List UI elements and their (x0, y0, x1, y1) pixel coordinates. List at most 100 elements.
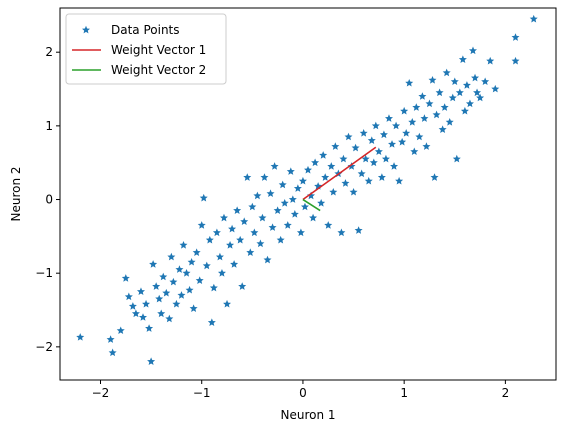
data-point (422, 142, 431, 150)
data-point (286, 167, 295, 175)
x-tick-label: 1 (400, 386, 408, 400)
data-point (177, 291, 186, 299)
data-point (384, 114, 393, 122)
data-point (152, 282, 161, 290)
data-point (298, 176, 307, 185)
data-point (307, 191, 316, 200)
x-tick-label: 2 (502, 386, 510, 400)
data-point (273, 206, 282, 214)
data-point (395, 176, 404, 185)
data-point (400, 106, 409, 115)
data-point (256, 239, 265, 248)
data-point (392, 121, 401, 130)
legend-box (65, 13, 227, 85)
data-point (418, 92, 427, 100)
data-point (108, 348, 117, 357)
data-point (374, 147, 383, 156)
data-point (408, 117, 417, 126)
data-point (309, 213, 318, 222)
data-point (481, 77, 490, 86)
data-point (223, 299, 232, 308)
data-point (139, 313, 147, 321)
y-tick-label: 0 (45, 193, 53, 207)
data-point (486, 56, 495, 65)
data-point (260, 173, 269, 181)
data-point (149, 260, 158, 268)
y-axis-label: Neuron 2 (9, 166, 23, 221)
y-tick-label: 1 (45, 119, 53, 133)
data-point (219, 213, 228, 222)
data-point (189, 304, 198, 312)
data-point (415, 132, 424, 141)
x-axis-label: Neuron 1 (280, 408, 335, 422)
weight-vector-1-line (302, 146, 377, 201)
data-point (246, 248, 255, 256)
data-point (290, 210, 299, 218)
data-point (337, 228, 346, 237)
plot-area (76, 14, 538, 365)
data-point (452, 154, 461, 163)
data-point (217, 268, 226, 277)
y-tick-label: −2 (35, 340, 53, 354)
data-point (347, 162, 356, 170)
data-point (197, 221, 206, 229)
data-point (329, 187, 338, 196)
data-point (157, 309, 166, 318)
data-point (142, 299, 151, 308)
plot-frame (59, 7, 557, 381)
x-tick-label: 0 (299, 386, 307, 400)
data-point (511, 33, 520, 41)
data-point (304, 165, 312, 174)
data-point (369, 158, 378, 167)
data-point (212, 228, 221, 237)
data-point (405, 78, 414, 87)
data-point (288, 195, 297, 203)
data-point (349, 187, 358, 196)
data-point (195, 276, 204, 284)
weight-vector-2-line (302, 198, 321, 212)
data-point (172, 299, 181, 308)
data-point (455, 88, 464, 97)
data-point (76, 333, 85, 341)
data-point (169, 277, 178, 286)
x-tick-label: −1 (193, 386, 211, 400)
data-point (270, 162, 279, 170)
data-point (165, 314, 174, 323)
data-point (367, 136, 376, 144)
data-point (364, 176, 373, 185)
data-point (202, 261, 211, 270)
data-point (428, 75, 437, 84)
data-point (280, 199, 289, 207)
data-point (460, 106, 469, 115)
data-point (124, 292, 133, 301)
legend: Data Points Weight Vector 1 Weight Vector … (65, 13, 227, 85)
y-tick-label: 2 (45, 45, 53, 59)
data-point (402, 129, 411, 137)
data-point (390, 162, 399, 170)
data-point (445, 117, 454, 126)
data-point (430, 173, 439, 181)
data-point (381, 154, 390, 163)
data-point (179, 241, 188, 249)
data-point (476, 93, 485, 102)
data-point (371, 121, 380, 130)
data-point (228, 224, 237, 233)
data-point (182, 268, 191, 277)
data-point (469, 46, 477, 55)
data-point (155, 294, 164, 303)
data-point (147, 357, 156, 365)
data-point (361, 154, 370, 163)
data-point (167, 252, 176, 261)
data-point (420, 114, 429, 122)
data-point (412, 103, 421, 111)
data-point (230, 260, 239, 268)
data-point (268, 223, 277, 231)
data-point (233, 206, 242, 214)
data-point (319, 151, 328, 159)
data-point (341, 179, 350, 187)
x-axis-ticks: −2 −1 0 1 2 (92, 380, 510, 400)
data-point (491, 84, 500, 93)
data-point (296, 228, 305, 237)
data-point (327, 162, 336, 170)
